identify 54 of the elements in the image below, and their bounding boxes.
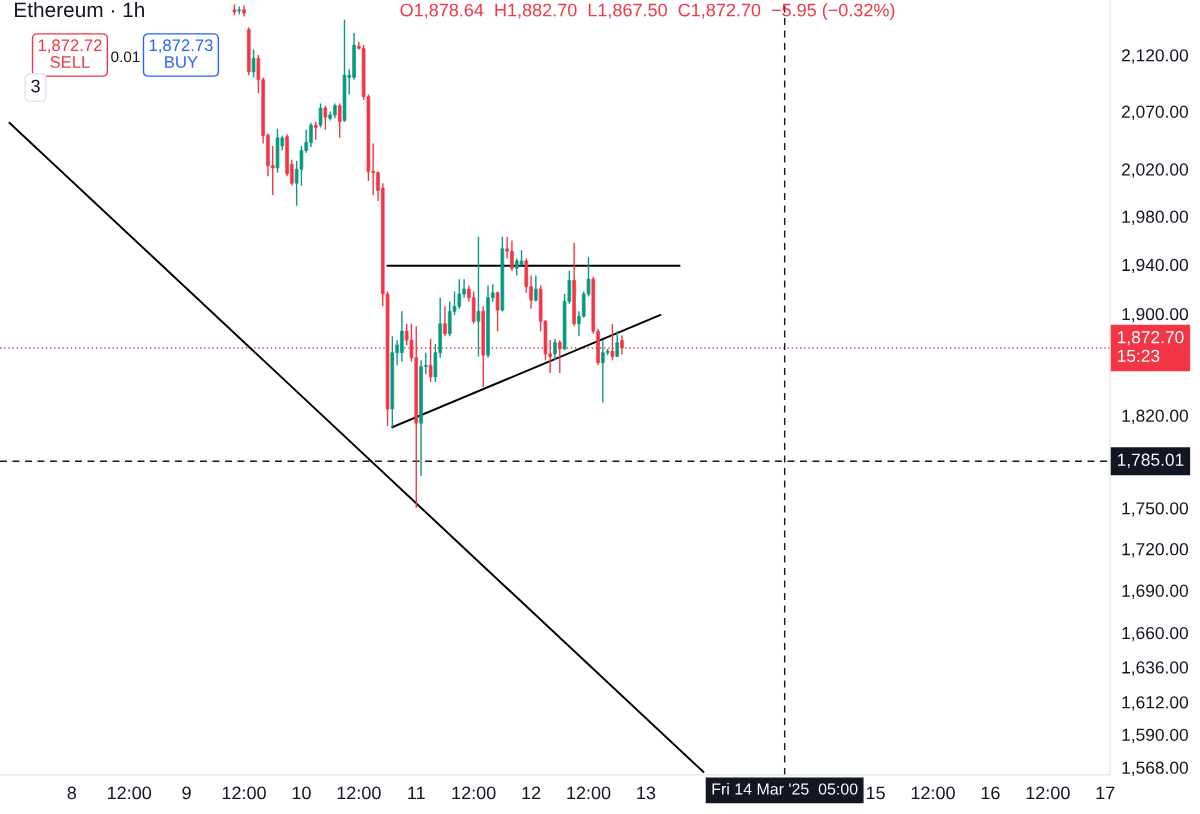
candlestick [558, 339, 562, 374]
candlestick [615, 330, 619, 358]
annotation: 0.01 [111, 51, 140, 63]
y-tick-label: 1,690.00 [1122, 584, 1189, 599]
chart-title: Ethereum · 1h [15, 1, 144, 18]
y-tick-label: 1,720.00 [1122, 543, 1189, 558]
x-tick-label: 12:00 [452, 786, 496, 800]
y-tick-label: 2,120.00 [1121, 49, 1189, 64]
candlestick [476, 236, 481, 358]
candlestick [471, 290, 476, 325]
candlestick [495, 290, 500, 332]
x-tick-label: 16 [981, 786, 1000, 800]
candlestick [299, 145, 304, 187]
x-tick-label: 12:00 [1026, 786, 1070, 800]
candlestick [313, 121, 318, 141]
candlestick [318, 102, 323, 129]
y-tick-label: 1,900.00 [1122, 307, 1189, 323]
candlestick [443, 305, 447, 337]
x-tick-label: 13 [637, 786, 656, 800]
ref-line-label: 1,785.01 [1117, 453, 1184, 468]
x-tick-label: 9 [182, 786, 191, 800]
y-tick-label: 1,636.00 [1122, 661, 1189, 676]
x-tick-label: 12:00 [222, 786, 266, 800]
y-tick-label: 1,612.00 [1122, 696, 1189, 711]
candlestick [534, 274, 538, 303]
x-tick-label: 12:00 [337, 786, 381, 800]
x-tick-label: 12:00 [911, 786, 955, 800]
y-tick-label: 1,590.00 [1122, 728, 1189, 743]
ref-line-label: 1,872.70 15:23 [1117, 331, 1184, 362]
y-tick-label: 1,660.00 [1122, 626, 1189, 642]
x-tick-label: 17 [1096, 786, 1115, 800]
x-tick-label: 12 [522, 786, 541, 800]
candlestick [323, 105, 328, 131]
annotation: O1,878.64 H1,882.70 L1,867.50 C1,872.70 −5.95 (−0.32%) [400, 3, 895, 21]
annotation: 3 [31, 79, 40, 93]
y-tick-label: 2,070.00 [1121, 105, 1189, 120]
y-tick-label: 1,568.00 [1122, 761, 1189, 776]
x-tick-label: 12:00 [107, 786, 152, 800]
annotation: 1,872.73 BUY [149, 39, 213, 68]
x-tick-label: 10 [292, 786, 311, 800]
candlestick [553, 338, 557, 361]
candlestick [251, 48, 256, 79]
x-tick-label: 12:00 [567, 786, 611, 800]
ref-line-label: Fri 14 Mar '25 05:00 [712, 782, 858, 795]
x-tick-label: 8 [67, 786, 76, 800]
candlestick [337, 102, 342, 139]
annotation: 1,872.72 SELL [38, 39, 102, 68]
x-tick-label: 15 [866, 786, 885, 800]
x-tick-label: 11 [408, 786, 425, 800]
y-tick-label: 2,020.00 [1121, 163, 1189, 178]
y-tick-label: 1,940.00 [1122, 258, 1189, 274]
y-tick-label: 1,980.00 [1122, 210, 1189, 225]
y-tick-label: 1,820.00 [1122, 409, 1189, 424]
y-tick-label: 1,750.00 [1122, 502, 1189, 517]
